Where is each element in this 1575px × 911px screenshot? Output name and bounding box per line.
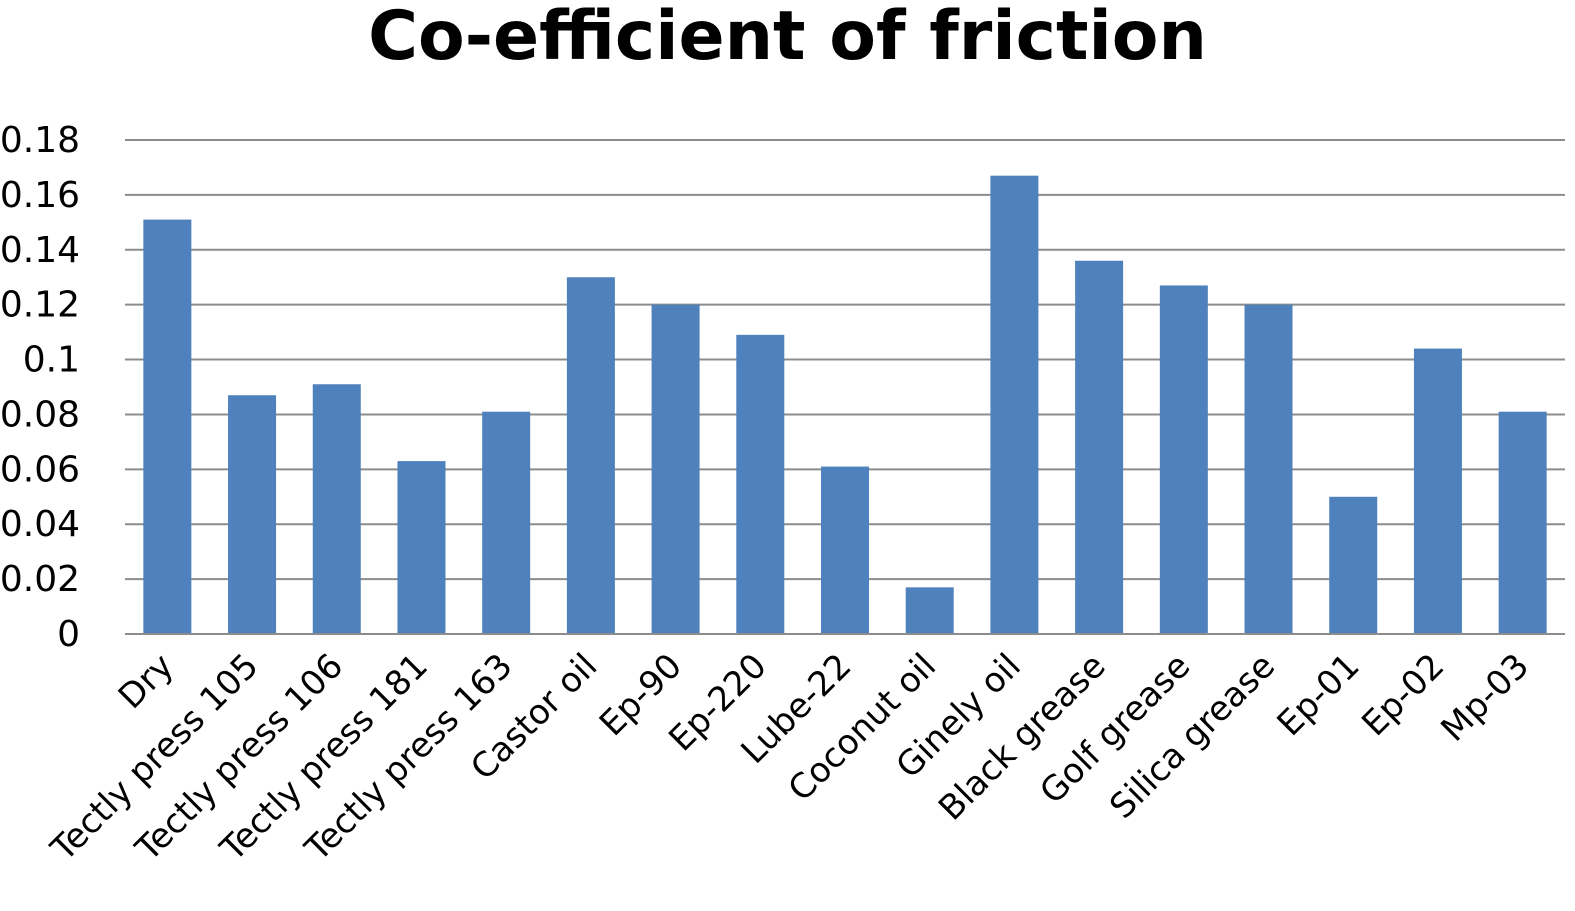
bar	[312, 384, 361, 634]
y-tick-label: 0.18	[0, 120, 80, 161]
bar	[228, 395, 277, 634]
y-axis-ticks: 0 0.02 0.04 0.06 0.08 0.1 0.12 0.14 0.16 0.18	[0, 120, 80, 655]
chart-title: Co-efficient of friction	[368, 0, 1207, 76]
y-tick-label: 0.02	[0, 559, 80, 600]
x-tick-label: Mp-03	[1433, 646, 1537, 750]
y-tick-label: 0.04	[0, 504, 80, 545]
bar	[736, 334, 785, 634]
bar	[905, 587, 954, 634]
bar	[1244, 304, 1293, 634]
y-tick-label: 0.14	[0, 230, 80, 271]
bar	[990, 175, 1039, 634]
bar	[651, 304, 700, 634]
y-tick-label: 0.1	[23, 340, 80, 381]
bar	[482, 411, 531, 634]
y-tick-label: 0.06	[0, 449, 80, 490]
bar	[1498, 411, 1547, 634]
bars	[143, 175, 1547, 635]
y-tick-label: 0	[57, 614, 80, 655]
y-tick-label: 0.08	[0, 394, 80, 435]
bar	[1413, 348, 1462, 634]
bar	[143, 219, 192, 635]
bar	[397, 461, 446, 634]
x-tick-label: Ep-02	[1354, 646, 1452, 744]
bar	[1329, 496, 1378, 634]
bar	[1159, 285, 1208, 634]
x-tick-label: Ep-01	[1270, 646, 1368, 744]
bar	[821, 466, 869, 634]
bar	[566, 277, 615, 634]
y-tick-label: 0.12	[0, 285, 80, 326]
y-tick-label: 0.16	[0, 175, 80, 216]
x-tick-label: Dry	[111, 646, 182, 717]
bar	[1075, 260, 1124, 634]
